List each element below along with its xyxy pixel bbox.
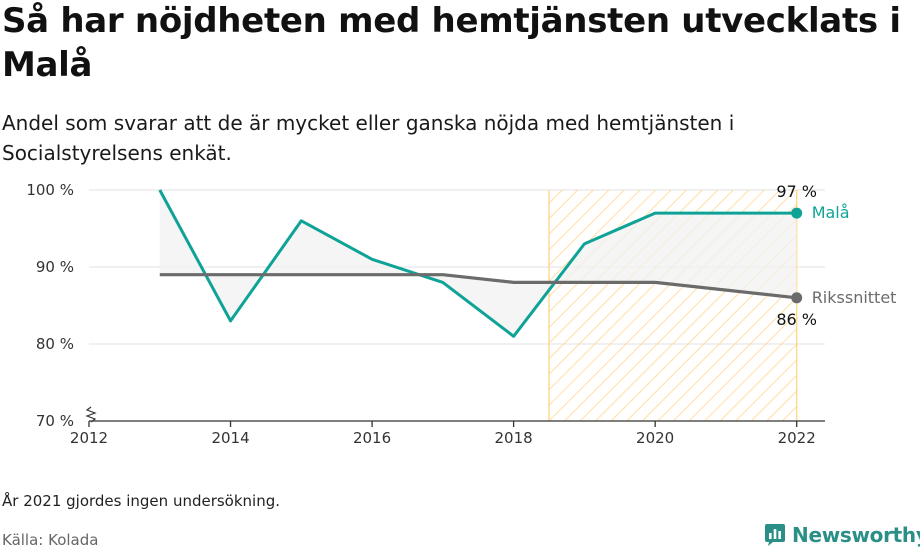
x-tick-label: 2022 — [778, 429, 816, 447]
x-tick-label: 2016 — [353, 429, 391, 447]
x-tick-label: 2018 — [495, 429, 533, 447]
x-tick-label: 2020 — [636, 429, 674, 447]
series-label-mala: Malå — [812, 203, 850, 222]
y-tick-label: 90 % — [36, 258, 74, 276]
chart-title: Så har nöjdheten med hemtjänsten utveckl… — [2, 1, 901, 85]
y-tick-label: 80 % — [36, 335, 74, 353]
x-tick-label: 2012 — [70, 429, 108, 447]
series-end-point-mala — [791, 207, 803, 219]
y-axis-break-icon — [85, 406, 97, 423]
source-note: Källa: Kolada — [2, 531, 99, 549]
x-tick-label: 2014 — [211, 429, 249, 447]
series-line-riket — [159, 273, 797, 300]
difference-area — [159, 190, 797, 337]
series-label-riket: Rikssnittet — [812, 288, 897, 307]
series-line-mala — [158, 189, 797, 338]
y-tick-label: 100 % — [26, 181, 74, 199]
brand-logo-group: Newsworthy — [764, 520, 920, 550]
footnote: År 2021 gjordes ingen undersökning. — [2, 492, 281, 510]
line-chart: 2012 2014 2016 2018 2020 2022 70 % 80 % 90 % 100 … — [26, 181, 897, 447]
y-tick-label: 70 % — [36, 412, 74, 430]
brand-name: Newsworthy — [792, 523, 920, 547]
series-value-label-riket: 86 % — [776, 310, 817, 329]
series-end-point-riket — [791, 292, 803, 304]
series-value-label-mala: 97 % — [776, 182, 817, 201]
newsworthy-logo-icon — [765, 524, 785, 546]
chart-subtitle: Andel som svarar att de är mycket eller … — [2, 111, 735, 165]
